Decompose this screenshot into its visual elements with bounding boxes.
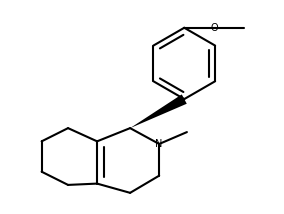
Text: N: N xyxy=(155,139,163,149)
Text: O: O xyxy=(211,23,218,33)
Polygon shape xyxy=(130,94,187,128)
